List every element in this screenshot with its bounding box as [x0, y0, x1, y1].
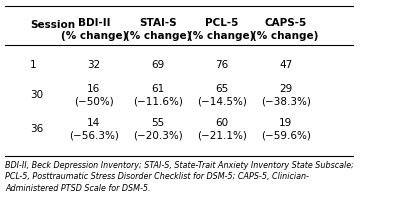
Text: 61
(−11.6%): 61 (−11.6%) — [133, 84, 183, 107]
Text: (% change): (% change) — [252, 31, 319, 41]
Text: 55
(−20.3%): 55 (−20.3%) — [133, 118, 182, 141]
Text: 30: 30 — [30, 90, 43, 100]
Text: 60
(−21.1%): 60 (−21.1%) — [197, 118, 246, 141]
Text: 47: 47 — [279, 60, 292, 70]
Text: Session: Session — [30, 20, 75, 30]
Text: 1: 1 — [30, 60, 36, 70]
Text: 29
(−38.3%): 29 (−38.3%) — [261, 84, 310, 107]
Text: CAPS-5: CAPS-5 — [264, 18, 307, 28]
Text: BDI-II, Beck Depression Inventory; STAI-S, State-Trait Anxiety Inventory State S: BDI-II, Beck Depression Inventory; STAI-… — [5, 161, 354, 193]
Text: 76: 76 — [215, 60, 228, 70]
Text: 32: 32 — [87, 60, 100, 70]
Text: (% change): (% change) — [60, 31, 127, 41]
Text: PCL-5: PCL-5 — [205, 18, 238, 28]
Text: BDI-II: BDI-II — [78, 18, 110, 28]
Text: (% change): (% change) — [188, 31, 255, 41]
Text: 14
(−56.3%): 14 (−56.3%) — [69, 118, 119, 141]
Text: 65
(−14.5%): 65 (−14.5%) — [197, 84, 246, 107]
Text: 36: 36 — [30, 124, 43, 134]
Text: STAI-S: STAI-S — [139, 18, 176, 28]
Text: (% change): (% change) — [124, 31, 191, 41]
Text: 19
(−59.6%): 19 (−59.6%) — [261, 118, 310, 141]
Text: 69: 69 — [151, 60, 164, 70]
Text: 16
(−50%): 16 (−50%) — [74, 84, 114, 107]
